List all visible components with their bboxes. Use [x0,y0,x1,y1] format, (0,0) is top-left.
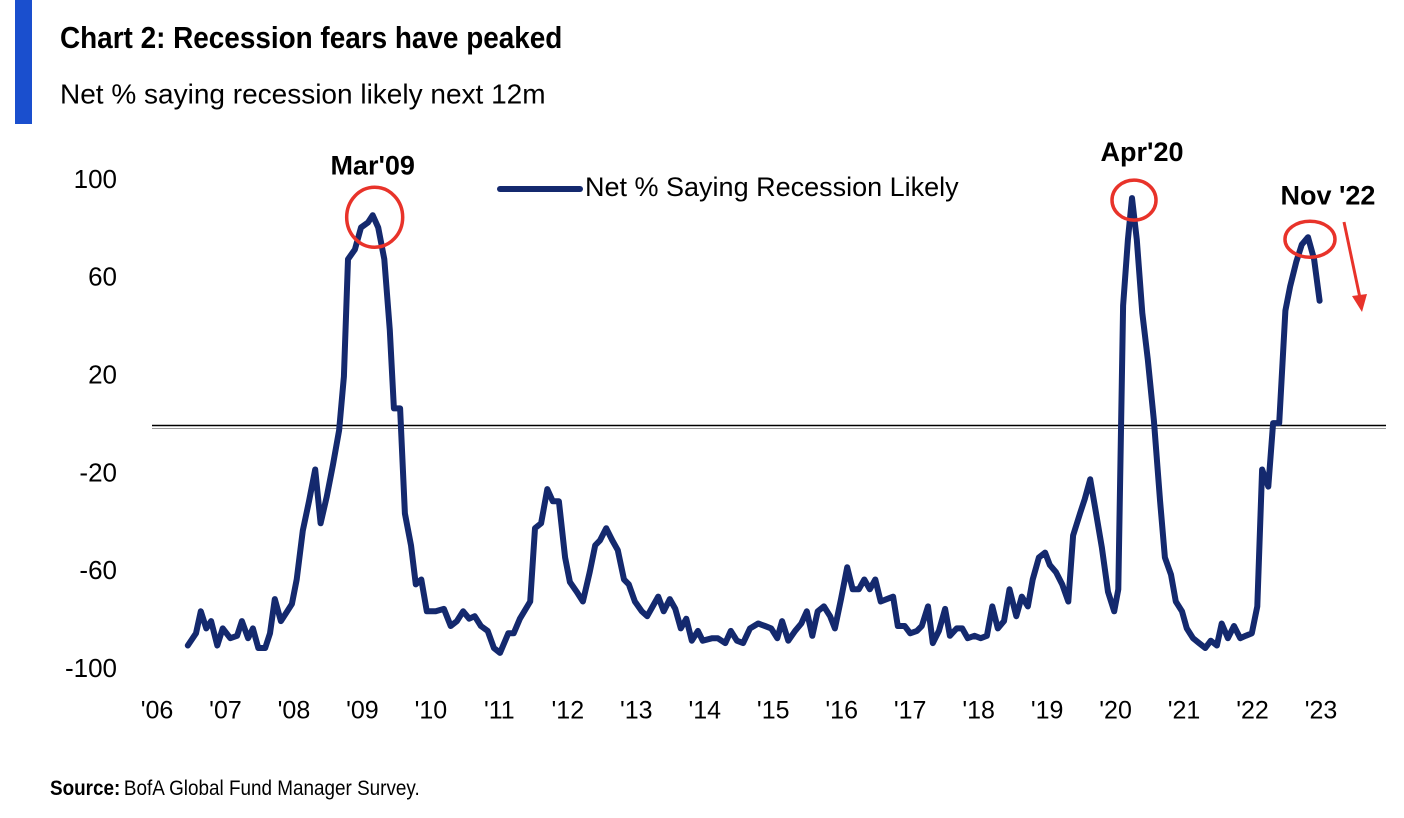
legend-label: Net % Saying Recession Likely [585,172,959,202]
x-tick-label: '21 [1168,697,1201,725]
y-tick-label: -60 [79,555,117,585]
annotation-label: Mar'09 [330,150,414,180]
y-tick-label: -20 [79,457,117,487]
y-tick-label: 60 [88,262,117,292]
x-tick-label: '23 [1305,697,1338,725]
x-tick-label: '17 [894,697,927,725]
y-tick-label: -100 [65,653,117,683]
x-tick-label: '07 [209,697,242,725]
x-tick-label: '19 [1031,697,1064,725]
x-tick-label: '22 [1236,697,1269,725]
annotation-label: Nov '22 [1280,180,1375,210]
x-tick-label: '09 [346,697,379,725]
chart-subtitle: Net % saying recession likely next 12m [60,78,546,109]
x-tick-label: '18 [962,697,995,725]
annotation-circle [1110,178,1158,222]
x-tick-label: '08 [278,697,311,725]
annotation-circle [344,185,405,249]
series-line [184,195,1323,656]
x-tick-label: '16 [825,697,858,725]
annotation-arrow [1342,221,1362,299]
x-tick-label: '10 [415,697,448,725]
y-tick-label: 100 [74,164,117,194]
annotation-circle [1283,219,1337,259]
source-label-text: Source: [50,778,120,801]
source-label: Source: BofA Global Fund Manager Survey. [50,778,420,801]
x-tick-label: '06 [141,697,174,725]
x-tick-label: '14 [688,697,721,725]
x-tick-label: '11 [484,697,515,725]
annotation-label: Apr'20 [1101,137,1184,167]
x-tick-label: '20 [1099,697,1132,725]
chart-title: Chart 2: Recession fears have peaked [60,21,562,56]
source-text: BofA Global Fund Manager Survey. [124,778,420,801]
accent-bar [15,0,32,124]
x-tick-label: '13 [620,697,653,725]
annotation-arrowhead [1352,294,1367,312]
y-tick-label: 20 [88,359,117,389]
x-tick-label: '15 [757,697,790,725]
x-tick-label: '12 [552,697,585,725]
